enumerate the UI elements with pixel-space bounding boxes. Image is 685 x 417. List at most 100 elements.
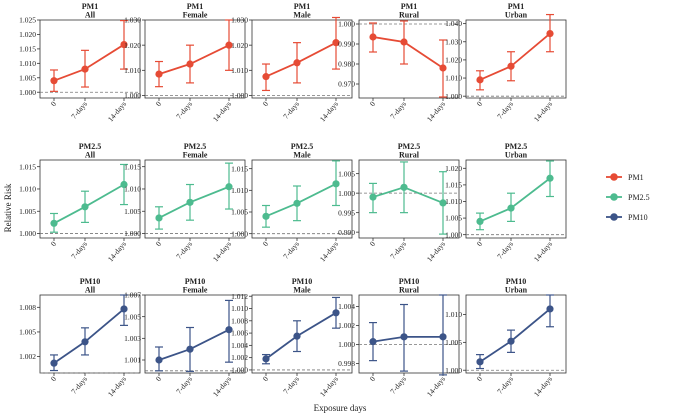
x-tick-label: 0 [368,374,377,383]
data-point-7days [293,332,301,340]
panel-title-group: Female [183,151,208,160]
x-tick-label: 0 [475,239,484,248]
data-point-7days [400,38,408,46]
legend-label: PM2.5 [628,193,650,202]
legend-label: PM1 [628,173,644,182]
legend: PM1 PM2.5 PM10 [606,173,650,222]
x-tick-label: 0 [154,99,163,108]
data-point-7days [81,203,89,211]
x-tick-label: 0 [154,374,163,383]
y-tick-label: 1.000 [338,189,355,198]
y-tick-label: 1.000 [231,91,248,100]
y-tick-label: 1.012 [231,292,248,301]
legend-marker [610,193,618,201]
panel-title-pollutant: PM10 [185,277,205,286]
x-tick-label: 0 [261,374,270,383]
panel-title-group: Male [293,151,311,160]
y-tick-label: 1.010 [124,185,141,194]
data-point-0 [262,355,270,363]
y-tick-label: 0.995 [338,208,355,217]
y-tick-label: 1.000 [231,366,248,375]
panel-title-group: All [85,286,96,295]
panel-frame [465,19,567,99]
data-point-14days [120,305,128,313]
y-tick-label: 1.000 [231,229,248,238]
y-tick-label: 1.005 [338,169,355,178]
legend-marker [610,173,618,181]
x-tick-label: 0 [261,99,270,108]
y-tick-label: 1.000 [19,229,36,238]
panel-title-pollutant: PM1 [401,2,417,11]
panel-title-pollutant: PM1 [508,2,524,11]
x-tick-label: 0 [261,239,270,248]
panel-title-pollutant: PM2.5 [79,142,101,151]
y-tick-label: 1.030 [231,16,248,25]
panel-title-group: Female [183,11,208,20]
panel-title-group: All [85,151,96,160]
y-tick-label: 0.998 [338,359,355,368]
data-point-7days [400,333,408,341]
y-tick-label: 1.030 [445,37,462,46]
x-tick-label: 0 [154,239,163,248]
data-point-14days [439,333,447,341]
y-tick-label: 0.990 [338,40,355,49]
y-tick-label: 1.002 [19,352,36,361]
panel-frame [251,19,353,99]
y-tick-label: 1.030 [124,16,141,25]
x-tick-label: 0 [49,374,58,383]
panel-frame [465,159,567,239]
data-point-7days [81,65,89,73]
data-point-7days [507,337,515,345]
y-tick-label: 1.000 [338,340,355,349]
data-point-0 [50,359,58,367]
data-point-0 [476,358,484,366]
x-axis-label: Exposure days [314,403,367,413]
panel-frame [358,294,460,374]
data-point-14days [120,40,128,49]
y-tick-label: 1.005 [445,214,462,223]
data-point-7days [400,183,408,191]
data-point-0 [50,219,58,227]
y-tick-label: 1.008 [19,303,36,312]
y-tick-label: 1.010 [19,59,36,68]
legend-label: PM10 [628,213,648,222]
data-point-7days [507,62,515,70]
y-tick-label: 1.015 [19,44,36,53]
y-tick-label: 1.015 [124,162,141,171]
panel-title-pollutant: PM10 [399,277,419,286]
y-tick-label: 1.010 [231,304,248,313]
panel-frame [251,294,353,374]
panel-title-pollutant: PM2.5 [398,142,420,151]
data-point-0 [155,70,163,78]
y-tick-label: 1.000 [338,20,355,29]
y-tick-label: 1.002 [338,321,355,330]
data-point-0 [262,73,270,81]
legend-item-pm25: PM2.5 [606,193,650,202]
data-point-7days [507,204,515,212]
y-tick-label: 1.010 [445,74,462,83]
data-point-14days [546,30,554,38]
x-tick-label: 0 [368,239,377,248]
panel-title-group: Urban [505,11,528,20]
panel-title-group: Urban [505,151,528,160]
data-point-14days [120,180,128,189]
panel-frame [39,159,141,239]
legend-marker [610,213,618,221]
data-point-14days [546,174,554,182]
x-tick-label: 0 [49,99,58,108]
data-point-14days [546,305,554,313]
panel-frame [144,159,246,239]
data-point-7days [293,59,301,67]
y-tick-label: 1.010 [124,66,141,75]
panel-frame [251,159,353,239]
y-tick-label: 1.020 [231,41,248,50]
x-tick-label: 0 [475,374,484,383]
data-point-0 [155,214,163,222]
y-tick-label: 1.008 [231,316,248,325]
y-tick-label: 1.020 [19,30,36,39]
panel-title-pollutant: PM10 [506,277,526,286]
data-point-7days [293,199,301,207]
y-tick-label: 1.015 [19,162,36,171]
